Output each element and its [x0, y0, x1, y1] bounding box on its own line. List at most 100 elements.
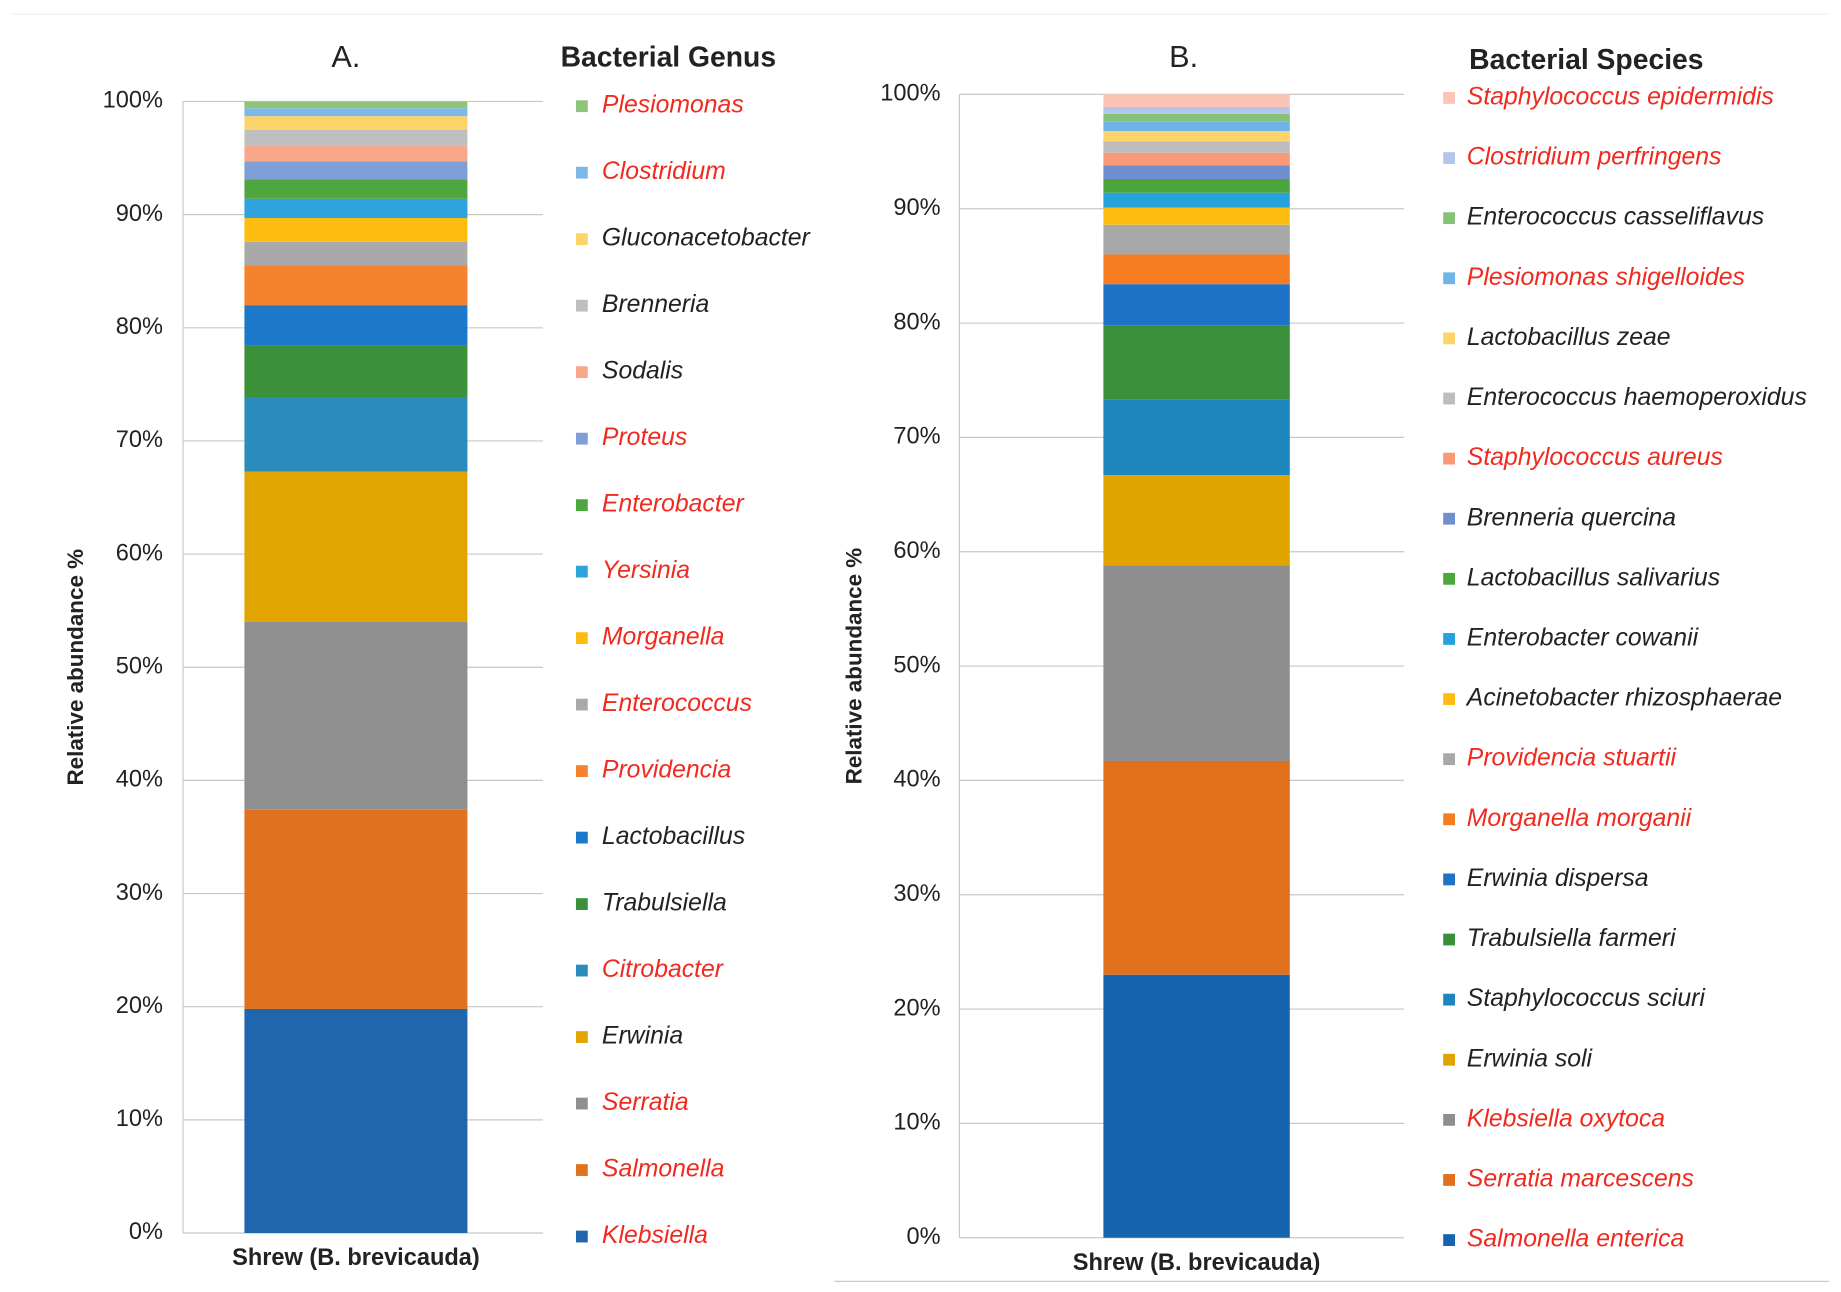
bar-segment [1103, 284, 1290, 326]
y-tick-label: 60% [893, 537, 940, 563]
legend-marker [575, 1230, 588, 1243]
bar-segment [1103, 141, 1290, 153]
legend-marker [1443, 1234, 1455, 1246]
legend-label: Enterobacter cowanii [1467, 624, 1700, 651]
bar-segment [1103, 121, 1290, 131]
bar-segment [1103, 207, 1290, 225]
legend-marker [1443, 933, 1455, 946]
y-tick-label: 40% [893, 766, 940, 792]
legend-label: Enterococcus haemoperoxidus [1467, 384, 1807, 411]
legend-marker [575, 765, 588, 778]
legend-label: Salmonella enterica [1467, 1226, 1685, 1253]
legend-label: Sodalis [602, 358, 683, 385]
y-tick-label: 90% [116, 200, 163, 226]
y-tick-label: 10% [893, 1109, 940, 1135]
legend-label: Clostridium perfringens [1467, 144, 1722, 171]
bar-segment [244, 116, 468, 130]
y-tick-label: 80% [893, 308, 940, 334]
legend-label: Klebsiella [602, 1222, 708, 1249]
legend-marker [1443, 813, 1455, 826]
bar-segment [1103, 94, 1290, 107]
bar-segment [244, 218, 468, 242]
legend-label: Trabulsiella farmeri [1467, 925, 1677, 952]
y-tick-label: 60% [116, 539, 163, 565]
bar-segment [244, 198, 468, 219]
legend-label: Yersinia [602, 557, 690, 584]
bar-segment [1103, 192, 1290, 208]
y-tick-label: 20% [116, 992, 163, 1018]
legend-marker [1443, 572, 1455, 585]
legend-label: Staphylococcus epidermidis [1467, 83, 1774, 110]
legend-label: Erwinia [602, 1023, 683, 1050]
chart-title: A. [331, 40, 360, 74]
legend-label: Erwinia dispersa [1467, 865, 1649, 892]
bar-segment [1103, 130, 1290, 142]
legend-marker [575, 898, 588, 910]
legend-marker [1443, 1053, 1455, 1066]
y-tick-label: 100% [880, 80, 940, 106]
bar-segment [1103, 113, 1290, 122]
legend-marker [575, 1164, 588, 1176]
y-tick-label: 70% [116, 426, 163, 452]
legend-marker [1443, 1174, 1455, 1186]
bar-segment [244, 241, 468, 266]
legend-label: Staphylococcus aureus [1467, 444, 1723, 471]
bar-segment [1103, 178, 1290, 193]
bar-segment [1103, 106, 1290, 114]
legend-marker [1443, 753, 1455, 766]
legend-marker [575, 1031, 588, 1043]
bar-segment [1103, 325, 1290, 400]
legend-marker [1443, 392, 1455, 405]
legend-marker [1443, 332, 1455, 345]
legend-marker [575, 499, 588, 512]
legend-label: Serratia marcescens [1467, 1166, 1694, 1193]
legend-title: Bacterial Genus [561, 40, 776, 72]
y-tick-label: 70% [893, 423, 940, 449]
legend-label: Enterobacter [602, 491, 746, 518]
legend-label: Clostridium [602, 158, 726, 185]
y-axis-label: Relative abundance % [842, 548, 867, 785]
legend-marker [575, 1097, 588, 1110]
y-tick-label: 30% [893, 880, 940, 906]
legend-marker [1443, 152, 1455, 164]
legend-marker [575, 233, 588, 246]
bar-segment [244, 809, 468, 1009]
legend-label: Serratia [602, 1089, 689, 1116]
y-tick-label: 100% [103, 87, 163, 113]
legend-label: Erwinia soli [1467, 1045, 1594, 1072]
bar-segment [1103, 565, 1290, 761]
bar-segment [1103, 760, 1290, 975]
legend-marker [1443, 92, 1455, 104]
bar-segment [244, 161, 468, 180]
x-tick-label: Shrew (B. brevicauda) [232, 1244, 480, 1270]
bar-segment [244, 265, 468, 306]
legend-label: Brenneria [602, 291, 709, 318]
legend-marker [575, 299, 588, 312]
legend-marker [1443, 993, 1455, 1006]
legend-marker [575, 831, 588, 844]
y-tick-label: 50% [893, 651, 940, 677]
legend-marker [1443, 452, 1455, 465]
bar-segment [1103, 974, 1290, 1238]
bar-segment [244, 145, 468, 162]
bar-segment [244, 621, 468, 810]
legend-marker [1443, 873, 1455, 886]
y-tick-label: 0% [129, 1218, 163, 1244]
legend-label: Providencia stuartii [1467, 745, 1678, 772]
legend-label: Enterococcus casseliflavus [1467, 204, 1764, 231]
legend-label: Proteus [602, 424, 687, 451]
legend-label: Salmonella [602, 1156, 725, 1183]
legend-marker [575, 366, 588, 379]
legend-label: Citrobacter [602, 956, 725, 983]
y-tick-label: 20% [893, 994, 940, 1020]
legend-label: Morganella [602, 624, 725, 651]
y-tick-label: 0% [906, 1223, 940, 1249]
legend-marker [575, 432, 588, 445]
legend-title: Bacterial Species [1469, 43, 1703, 75]
legend-label: Plesiomonas [602, 92, 744, 119]
y-tick-label: 40% [116, 766, 163, 792]
legend-marker [575, 565, 588, 578]
legend-marker [575, 166, 588, 179]
legend-marker [1443, 212, 1455, 225]
